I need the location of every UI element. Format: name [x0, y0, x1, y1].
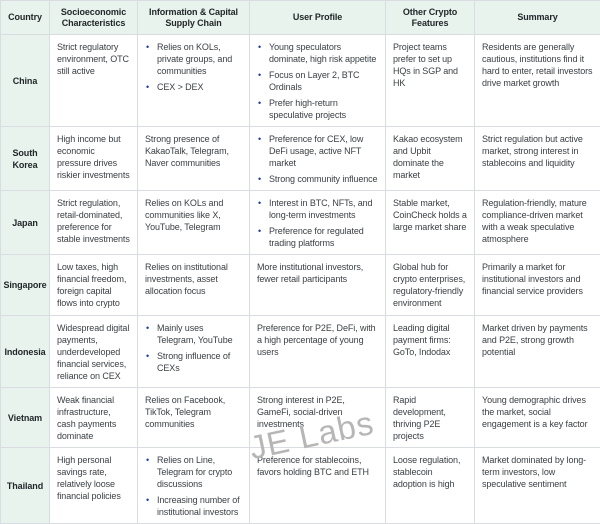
column-header-5: Summary — [475, 1, 600, 35]
table-cell: Preference for P2E, DeFi, with a high pe… — [250, 316, 386, 388]
country-cell: South Korea — [1, 127, 50, 191]
table-cell: Leading digital payment firms: GoTo, Ind… — [386, 316, 475, 388]
bullet-list: Preference for CEX, low DeFi usage, acti… — [257, 133, 378, 185]
bullet-list: Relies on Line, Telegram for crypto disc… — [145, 454, 242, 518]
bullet-item: Relies on Line, Telegram for crypto disc… — [145, 454, 242, 490]
table-cell: Strict regulation but active market, str… — [475, 127, 600, 191]
table-cell: Stable market, CoinCheck holds a large m… — [386, 191, 475, 255]
column-header-0: Country — [1, 1, 50, 35]
table-cell: Young demographic drives the market, soc… — [475, 388, 600, 448]
table-cell: Relies on Line, Telegram for crypto disc… — [138, 448, 250, 524]
table-cell: Residents are generally cautious, instit… — [475, 35, 600, 127]
table-cell: Kakao ecosystem and Upbit dominate the m… — [386, 127, 475, 191]
bullet-list: Relies on KOLs, private groups, and comm… — [145, 41, 242, 93]
table-cell: Strict regulation, retail-dominated, pre… — [50, 191, 138, 255]
bullet-item: Strong community influence — [257, 173, 378, 185]
table-cell: Mainly uses Telegram, YouTube Strong infl… — [138, 316, 250, 388]
table-cell: More institutional investors, fewer reta… — [250, 255, 386, 316]
bullet-item: Strong influence of CEXs — [145, 350, 242, 374]
column-header-2: Information & Capital Supply Chain — [138, 1, 250, 35]
table-cell: Strong presence of KakaoTalk, Telegram, … — [138, 127, 250, 191]
bullet-list: Interest in BTC, NFTs, and long-term inv… — [257, 197, 378, 249]
bullet-list: Young speculators dominate, high risk ap… — [257, 41, 378, 121]
bullet-item: Young speculators dominate, high risk ap… — [257, 41, 378, 65]
bullet-item: Interest in BTC, NFTs, and long-term inv… — [257, 197, 378, 221]
country-cell: Singapore — [1, 255, 50, 316]
table-cell: Rapid development, thriving P2E projects — [386, 388, 475, 448]
table-cell: Relies on institutional investments, ass… — [138, 255, 250, 316]
bullet-item: Increasing number of institutional inves… — [145, 494, 242, 518]
table-cell: Relies on KOLs, private groups, and comm… — [138, 35, 250, 127]
column-header-1: Socioeconomic Characteristics — [50, 1, 138, 35]
table-cell: Weak financial infrastructure, cash paym… — [50, 388, 138, 448]
country-cell: China — [1, 35, 50, 127]
bullet-item: Preference for regulated trading platfor… — [257, 225, 378, 249]
table-cell: Interest in BTC, NFTs, and long-term inv… — [250, 191, 386, 255]
bullet-item: Prefer high-return speculative projects — [257, 97, 378, 121]
table-cell: Global hub for crypto enterprises, regul… — [386, 255, 475, 316]
bullet-item: Focus on Layer 2, BTC Ordinals — [257, 69, 378, 93]
table-cell: High personal savings rate, relatively l… — [50, 448, 138, 524]
table-cell: Primarily a market for institutional inv… — [475, 255, 600, 316]
table-cell: Widespread digital payments, underdevelo… — [50, 316, 138, 388]
country-cell: Japan — [1, 191, 50, 255]
bullet-item: CEX > DEX — [145, 81, 242, 93]
bullet-list: Mainly uses Telegram, YouTube Strong infl… — [145, 322, 242, 374]
country-cell: Indonesia — [1, 316, 50, 388]
table-cell: Relies on KOLs and communities like X, Y… — [138, 191, 250, 255]
table-cell: Regulation-friendly, mature compliance-d… — [475, 191, 600, 255]
bullet-item: Relies on KOLs, private groups, and comm… — [145, 41, 242, 77]
table-cell: Project teams prefer to set up HQs in SG… — [386, 35, 475, 127]
country-cell: Thailand — [1, 448, 50, 524]
column-header-3: User Profile — [250, 1, 386, 35]
table-cell: Low taxes, high financial freedom, forei… — [50, 255, 138, 316]
table-cell: High income but economic pressure drives… — [50, 127, 138, 191]
column-header-4: Other Crypto Features — [386, 1, 475, 35]
bullet-item: Preference for CEX, low DeFi usage, acti… — [257, 133, 378, 169]
bullet-item: Mainly uses Telegram, YouTube — [145, 322, 242, 346]
table-cell: Market driven by payments and P2E, stron… — [475, 316, 600, 388]
table-cell: Strict regulatory environment, OTC still… — [50, 35, 138, 127]
table-cell: Relies on Facebook, TikTok, Telegram com… — [138, 388, 250, 448]
table-cell: Loose regulation, stablecoin adoption is… — [386, 448, 475, 524]
table-cell: Strong interest in P2E, GameFi, social-d… — [250, 388, 386, 448]
table-cell: Market dominated by long-term investors,… — [475, 448, 600, 524]
table-cell: Young speculators dominate, high risk ap… — [250, 35, 386, 127]
table-cell: Preference for CEX, low DeFi usage, acti… — [250, 127, 386, 191]
table-cell: Preference for stablecoins, favors holdi… — [250, 448, 386, 524]
country-cell: Vietnam — [1, 388, 50, 448]
